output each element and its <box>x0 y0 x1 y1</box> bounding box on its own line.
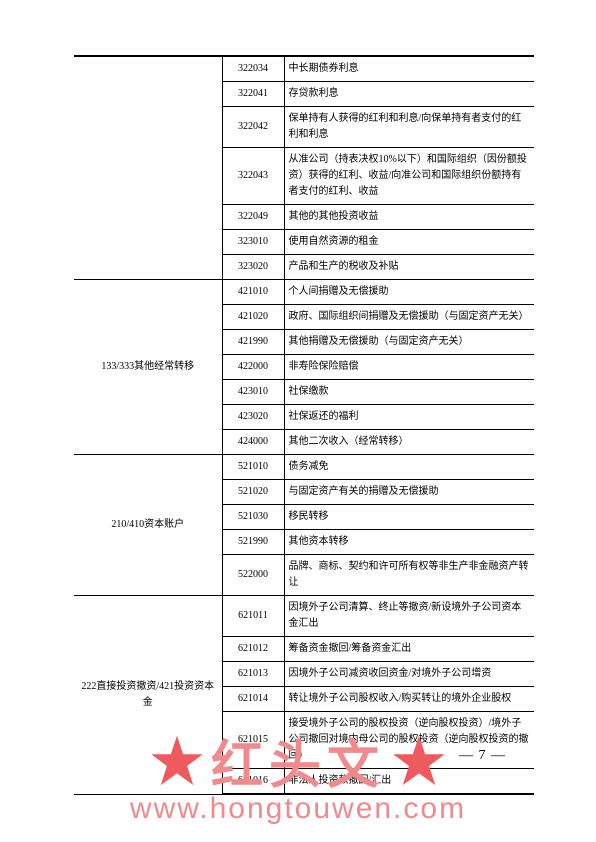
category-cell: 222直接投资撤资/421投资资本金 <box>74 596 222 795</box>
category-cell: 210/410资本账户 <box>74 455 222 596</box>
code-cell: 424000 <box>222 430 284 455</box>
description-cell: 社保返还的福利 <box>284 405 534 430</box>
code-cell: 621016 <box>222 769 284 795</box>
description-cell: 债务减免 <box>284 455 534 480</box>
code-cell: 621014 <box>222 687 284 712</box>
description-cell: 保单持有人获得的红利和利息/向保单持有者支付的红利和利息 <box>284 107 534 148</box>
code-cell: 521030 <box>222 505 284 530</box>
category-cell: 133/333其他经常转移 <box>74 280 222 455</box>
description-cell: 非法人投资款撤回/汇出 <box>284 769 534 795</box>
document-page: 322034中长期债券利息322041存贷款利息322042保单持有人获得的红利… <box>0 0 596 842</box>
description-cell: 品牌、商标、契约和许可所有权等非生产非金融资产转让 <box>284 555 534 596</box>
code-cell: 521010 <box>222 455 284 480</box>
description-cell: 其他捐赠及无偿援助（与固定资产无关） <box>284 330 534 355</box>
description-cell: 转让境外子公司股权收入/购买转让的境外企业股权 <box>284 687 534 712</box>
code-cell: 322043 <box>222 148 284 205</box>
description-cell: 中长期债券利息 <box>284 56 534 82</box>
code-cell: 421990 <box>222 330 284 355</box>
description-cell: 其他的其他投资收益 <box>284 205 534 230</box>
description-cell: 其他资本转移 <box>284 530 534 555</box>
code-cell: 322049 <box>222 205 284 230</box>
code-cell: 621011 <box>222 596 284 637</box>
code-cell: 621013 <box>222 662 284 687</box>
description-cell: 其他二次收入（经常转移） <box>284 430 534 455</box>
code-cell: 421020 <box>222 305 284 330</box>
code-cell: 521990 <box>222 530 284 555</box>
description-cell: 社保缴款 <box>284 380 534 405</box>
description-cell: 筹备资金撤回/筹备资金汇出 <box>284 637 534 662</box>
code-cell: 423020 <box>222 405 284 430</box>
description-cell: 与固定资产有关的捐赠及无偿援助 <box>284 480 534 505</box>
description-cell: 政府、国际组织间捐赠及无偿援助（与固定资产无关） <box>284 305 534 330</box>
code-cell: 522000 <box>222 555 284 596</box>
description-cell: 因境外子公司清算、终止等撤资/新设境外子公司资本金汇出 <box>284 596 534 637</box>
classification-table: 322034中长期债券利息322041存贷款利息322042保单持有人获得的红利… <box>74 55 534 795</box>
code-cell: 323020 <box>222 255 284 280</box>
category-cell <box>74 56 222 280</box>
description-cell: 非寿险保险赔偿 <box>284 355 534 380</box>
code-cell: 421010 <box>222 280 284 305</box>
code-cell: 621012 <box>222 637 284 662</box>
description-cell: 个人间捐赠及无偿援助 <box>284 280 534 305</box>
code-cell: 521020 <box>222 480 284 505</box>
table-row: 210/410资本账户521010债务减免 <box>74 455 534 480</box>
code-cell: 621015 <box>222 712 284 769</box>
description-cell: 移民转移 <box>284 505 534 530</box>
code-cell: 322034 <box>222 56 284 82</box>
description-cell: 从准公司（持表决权10%以下）和国际组织（因份额投资）获得的红利、收益/向准公司… <box>284 148 534 205</box>
description-cell: 产品和生产的税收及补贴 <box>284 255 534 280</box>
code-cell: 422000 <box>222 355 284 380</box>
description-cell: 存贷款利息 <box>284 82 534 107</box>
code-cell: 323010 <box>222 230 284 255</box>
code-cell: 322042 <box>222 107 284 148</box>
code-cell: 322041 <box>222 82 284 107</box>
table-row: 322034中长期债券利息 <box>74 56 534 82</box>
code-cell: 423010 <box>222 380 284 405</box>
description-cell: 因境外子公司减资收回资金/对境外子公司增资 <box>284 662 534 687</box>
description-cell: 使用自然资源的租金 <box>284 230 534 255</box>
page-number: — 7 — <box>459 748 506 764</box>
table-row: 133/333其他经常转移421010个人间捐赠及无偿援助 <box>74 280 534 305</box>
table-row: 222直接投资撤资/421投资资本金621011因境外子公司清算、终止等撤资/新… <box>74 596 534 637</box>
